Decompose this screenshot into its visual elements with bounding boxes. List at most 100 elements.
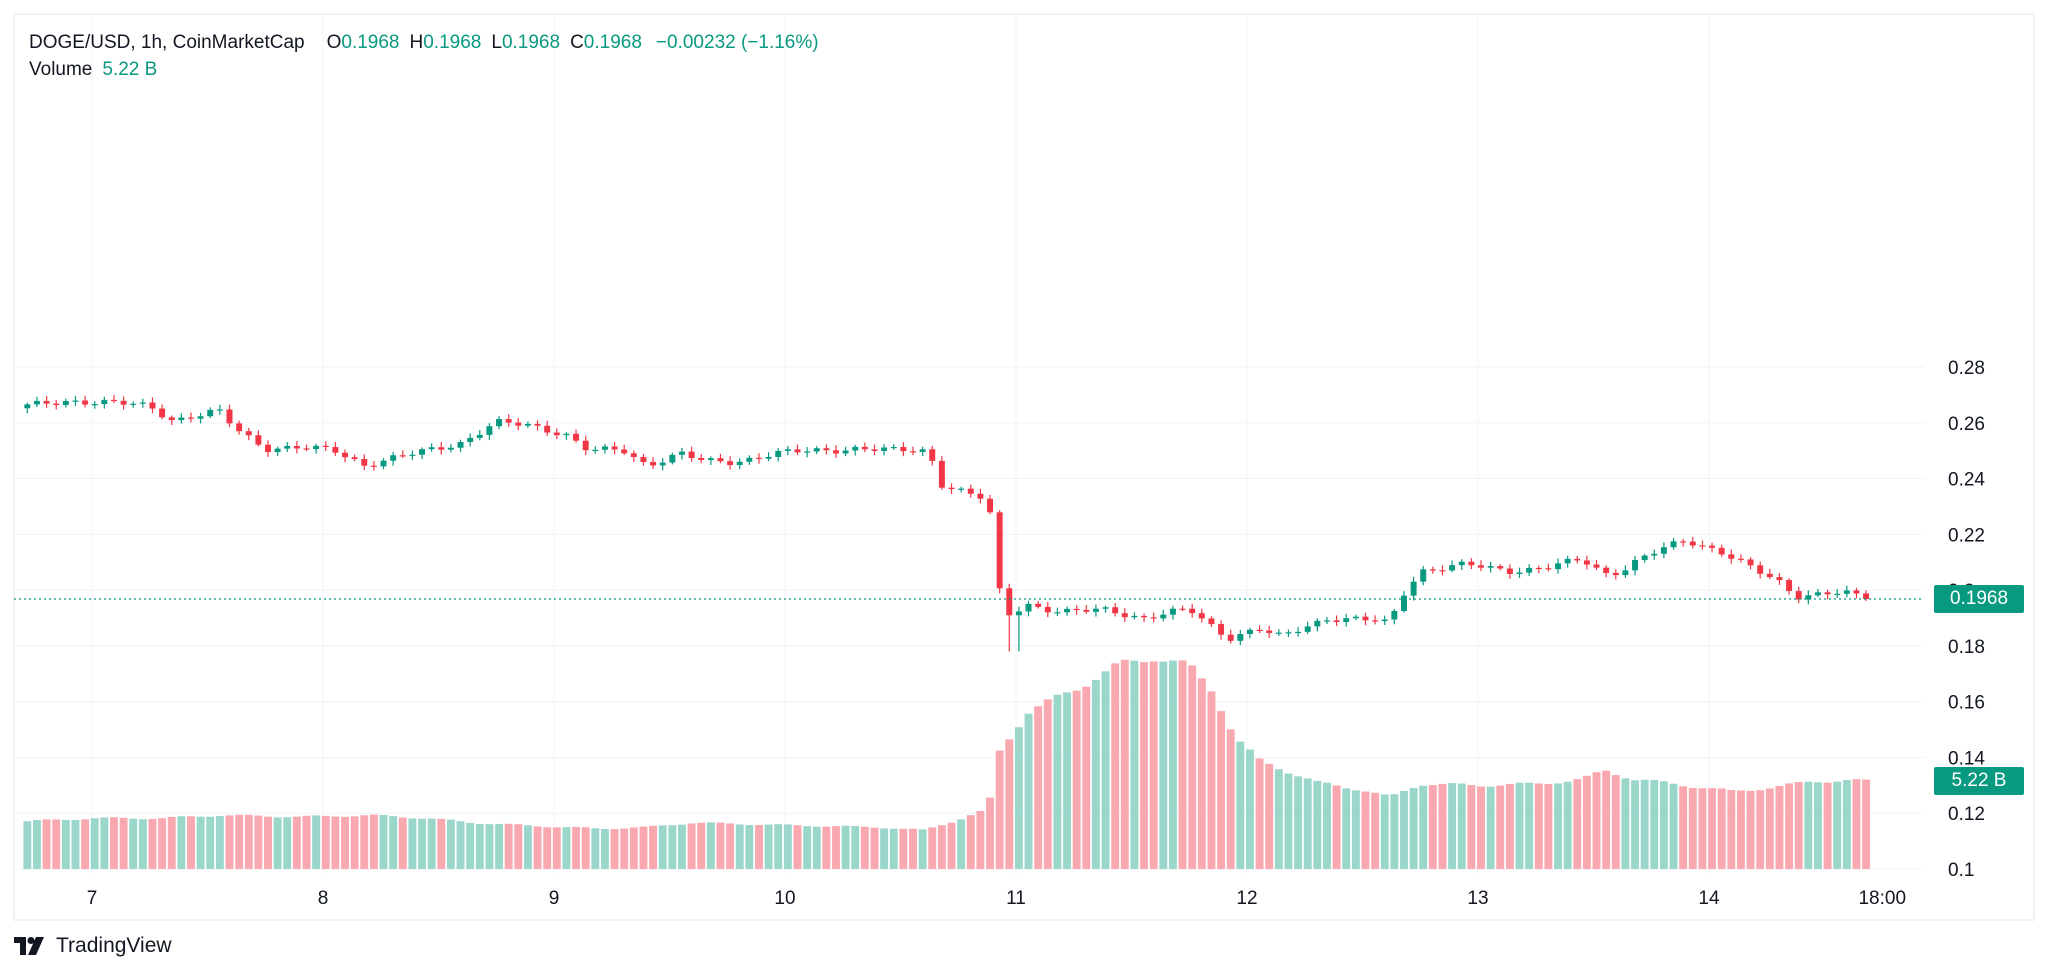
x-tick-label: 18:00 bbox=[1858, 888, 1906, 909]
candle-body bbox=[1131, 615, 1138, 618]
candle-body bbox=[130, 403, 137, 405]
candle-body bbox=[409, 454, 416, 456]
candle-body bbox=[1516, 572, 1523, 574]
candle-body bbox=[707, 458, 714, 461]
candle-body bbox=[1169, 608, 1176, 615]
volume-bar bbox=[552, 827, 561, 869]
volume-bar bbox=[504, 823, 513, 869]
volume-bar bbox=[1717, 788, 1726, 869]
volume-bar bbox=[1563, 781, 1572, 869]
candle-body bbox=[1497, 566, 1504, 569]
y-axis[interactable]: 0.280.260.240.220.20.180.160.140.120.1 bbox=[1948, 358, 1985, 881]
candle-body bbox=[1526, 567, 1533, 573]
candle-body bbox=[1025, 603, 1032, 612]
candle-body bbox=[1227, 634, 1234, 641]
tradingview-brand[interactable]: TradingView bbox=[14, 934, 172, 958]
volume-bar bbox=[995, 750, 1004, 869]
symbol-title[interactable]: DOGE/USD, 1h, CoinMarketCap bbox=[29, 32, 305, 53]
volume-bar bbox=[264, 816, 272, 869]
candle-body bbox=[1641, 555, 1648, 561]
candle-body bbox=[1612, 572, 1619, 576]
candle-body bbox=[399, 455, 406, 457]
candle-body bbox=[1478, 565, 1484, 568]
volume-bar bbox=[1833, 781, 1842, 869]
candle-body bbox=[987, 498, 994, 513]
close-value: 0.1968 bbox=[583, 32, 642, 53]
candle-body bbox=[1381, 619, 1388, 622]
volume-bar bbox=[1178, 660, 1187, 869]
candle-body bbox=[958, 488, 965, 490]
volume-bar bbox=[1621, 778, 1630, 869]
x-tick-label: 10 bbox=[774, 888, 795, 909]
volume-bar bbox=[1708, 788, 1716, 869]
volume-bar bbox=[880, 828, 889, 869]
candle-body bbox=[447, 447, 454, 450]
x-axis[interactable]: 7 8 9 10 11 12 13 14 18:00 bbox=[87, 888, 1906, 909]
candle-body bbox=[255, 435, 262, 445]
candle-body bbox=[1256, 629, 1263, 632]
candle-body bbox=[1699, 545, 1706, 547]
candle-body bbox=[457, 441, 464, 448]
volume-bar bbox=[408, 818, 417, 869]
volume-bar bbox=[1862, 779, 1871, 869]
volume-bar bbox=[167, 816, 176, 869]
candle-body bbox=[72, 400, 79, 402]
volume-bar bbox=[1650, 779, 1659, 869]
volume-bar bbox=[1631, 780, 1639, 869]
volume-bar bbox=[610, 829, 619, 869]
candle-body bbox=[82, 400, 89, 405]
volume-bar bbox=[1573, 779, 1582, 869]
y-tick-label: 0.12 bbox=[1948, 804, 1985, 825]
volume-bar bbox=[812, 826, 821, 869]
candle-body bbox=[1660, 547, 1667, 554]
high-label: H bbox=[409, 32, 424, 53]
volume-bar bbox=[321, 815, 330, 869]
candle-body bbox=[524, 423, 531, 426]
volume-bar bbox=[32, 820, 41, 869]
candle-body bbox=[1737, 558, 1744, 560]
candle-body bbox=[1295, 631, 1302, 634]
candle-body bbox=[1535, 567, 1542, 570]
volume-bar bbox=[119, 817, 128, 869]
candle-body bbox=[698, 458, 705, 461]
volume-bar bbox=[331, 816, 340, 869]
candle-body bbox=[1824, 592, 1831, 595]
candle-body bbox=[101, 399, 108, 405]
candle-body bbox=[1141, 615, 1148, 618]
volume-bar bbox=[1284, 773, 1293, 869]
candle-body bbox=[467, 437, 474, 442]
candle-body bbox=[1044, 606, 1051, 613]
candle-body bbox=[1362, 616, 1369, 621]
candle-body bbox=[1651, 553, 1658, 556]
candle-body bbox=[900, 446, 907, 452]
volume-bar bbox=[1457, 783, 1466, 869]
volume-bar bbox=[1785, 783, 1794, 869]
candle-body bbox=[1622, 570, 1629, 576]
candle-body bbox=[977, 493, 984, 499]
volume-bar bbox=[1168, 660, 1177, 869]
volume-bar bbox=[1467, 785, 1476, 869]
candle-body bbox=[1410, 581, 1417, 596]
volume-bar bbox=[523, 825, 532, 869]
candle-body bbox=[852, 446, 859, 451]
x-tick-label: 8 bbox=[318, 888, 329, 909]
volume-bar bbox=[1794, 782, 1803, 869]
candle-body bbox=[910, 451, 916, 453]
candle-body bbox=[1680, 541, 1687, 543]
candle-body bbox=[149, 402, 156, 409]
candle-body bbox=[727, 461, 734, 466]
candle-body bbox=[1218, 624, 1225, 635]
candle-body bbox=[1766, 573, 1773, 578]
volume-bar bbox=[475, 823, 484, 869]
volume-bar bbox=[947, 822, 956, 869]
volume-bar bbox=[1688, 787, 1697, 869]
candle-body bbox=[496, 419, 503, 427]
volume-bar bbox=[1409, 788, 1418, 869]
chart-frame bbox=[13, 13, 2035, 921]
volume-bar bbox=[909, 828, 917, 869]
change-value: −0.00232 (−1.16%) bbox=[655, 32, 819, 53]
volume-bar bbox=[292, 816, 301, 869]
candle-body bbox=[1275, 632, 1282, 634]
candle-body bbox=[1555, 563, 1561, 570]
